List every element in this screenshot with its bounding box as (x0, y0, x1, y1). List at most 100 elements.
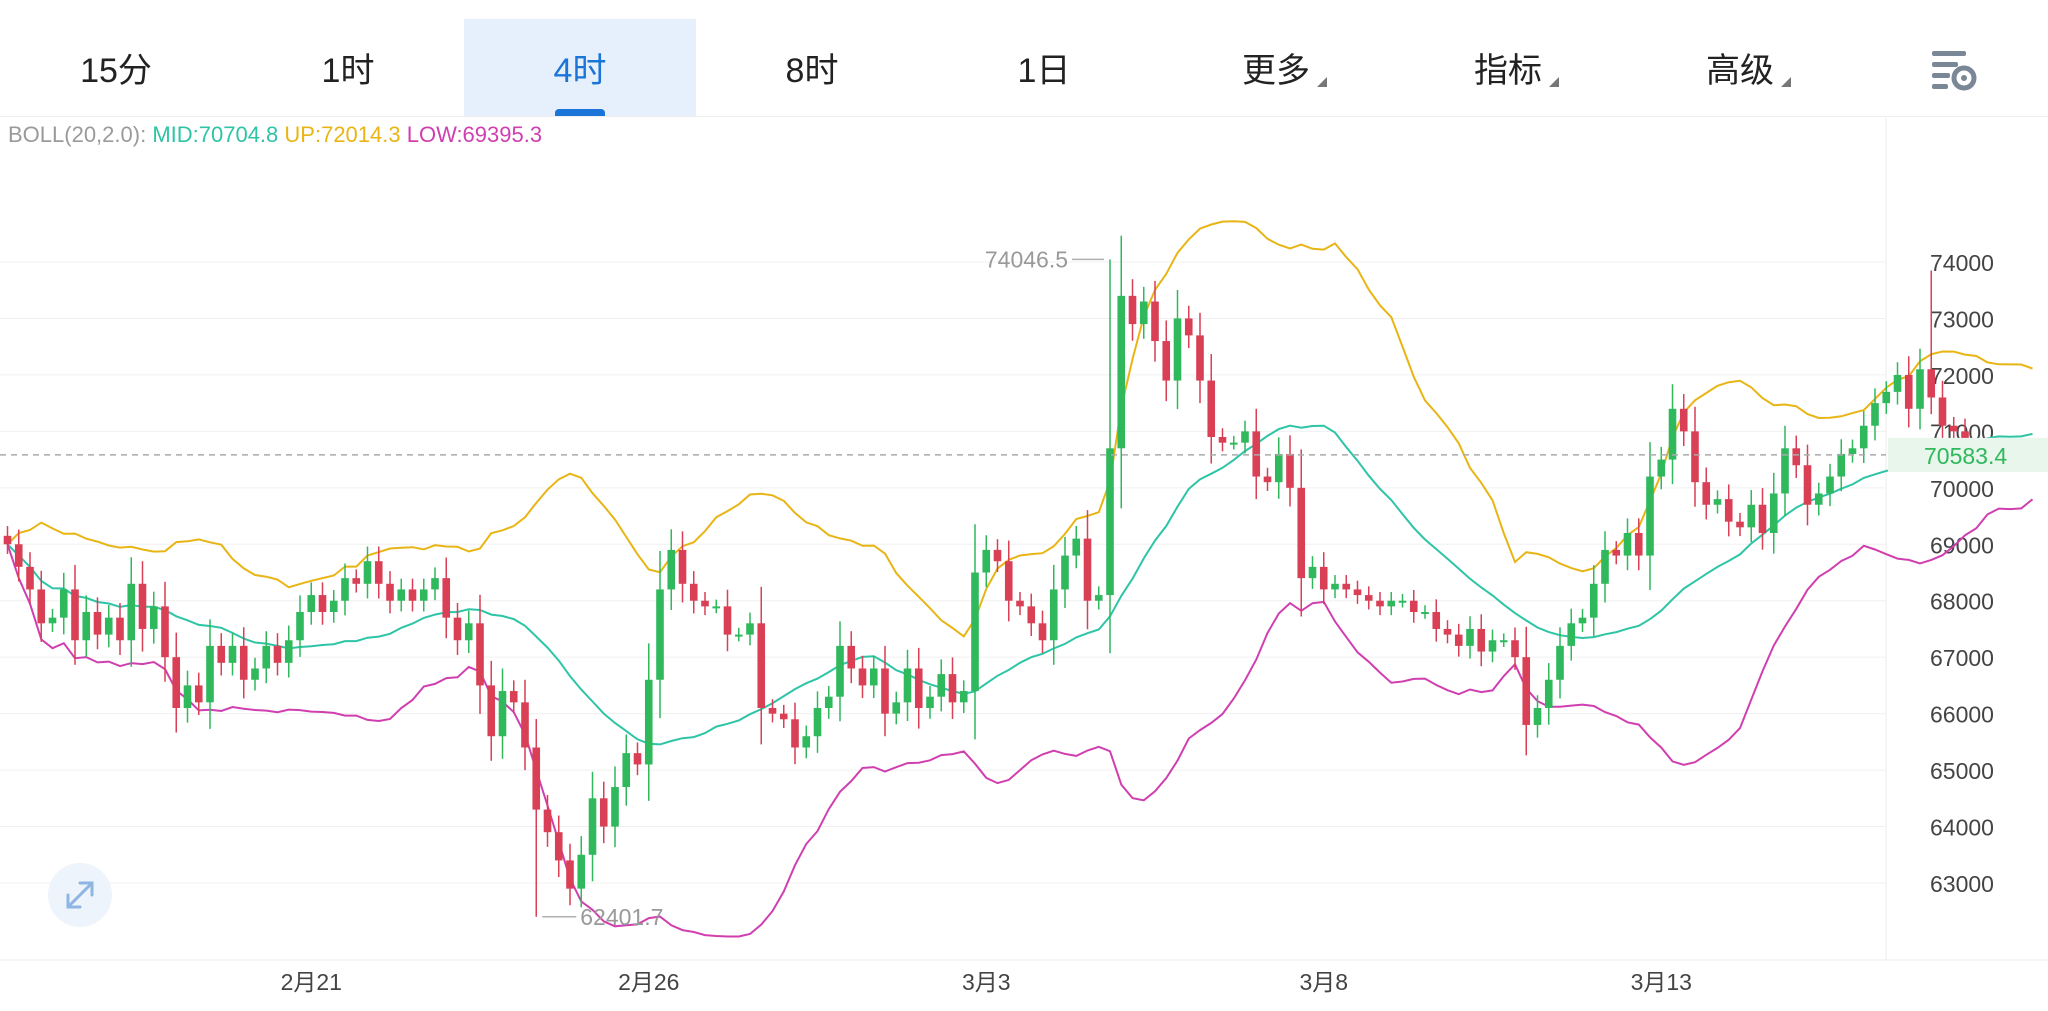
x-tick-label: 3月8 (1299, 969, 1348, 995)
candle-body (183, 685, 192, 708)
tab-label: 高级 (1706, 52, 1774, 90)
boll-low-value: LOW:69395.3 (406, 122, 543, 147)
candle-body (577, 854, 586, 889)
x-tick-label: 2月26 (618, 969, 679, 995)
candle-body (1466, 628, 1474, 646)
candle-body (1364, 595, 1373, 601)
candle-body (228, 645, 237, 663)
candle-body (1578, 617, 1587, 624)
candle-body (1049, 589, 1058, 641)
candle-body (1904, 374, 1913, 409)
candle-body (1241, 431, 1249, 443)
candle-body (622, 753, 631, 788)
candle-body (1871, 403, 1879, 426)
candle-body (1803, 465, 1812, 505)
candle-body (566, 860, 574, 889)
candle-body (599, 798, 608, 827)
candle-body (273, 645, 282, 663)
candle-body (914, 668, 923, 708)
candle-body (1533, 707, 1542, 725)
candle-body (1499, 640, 1508, 643)
tab-2[interactable]: 4时 (464, 19, 696, 116)
candle-body (14, 544, 23, 567)
tab-0[interactable]: 15分 (0, 19, 232, 116)
candle-body (1567, 623, 1576, 646)
candle-body (1106, 448, 1114, 596)
candle-body (48, 617, 57, 624)
tab-label: 1时 (321, 52, 375, 90)
candle-body (1691, 431, 1699, 483)
candle-body (1454, 634, 1463, 646)
candle-body (869, 668, 878, 686)
candle-body (1511, 640, 1519, 658)
tab-6[interactable]: 指标 (1392, 19, 1624, 116)
expand-chart-button[interactable] (48, 863, 112, 927)
timeframe-tabs: 15分 1时 4时 8时 1日 更多 指标 高级 (0, 0, 2048, 117)
candle-body (757, 623, 766, 708)
tab-3[interactable]: 8时 (696, 19, 928, 116)
candle-body (543, 809, 552, 833)
candle-body (723, 606, 732, 635)
tab-4[interactable]: 1日 (928, 19, 1160, 116)
expand-arrows-icon (66, 881, 94, 909)
candle-body (1949, 425, 1958, 432)
candle-body (1724, 499, 1733, 522)
candle-body (1184, 318, 1193, 336)
candle-body (2028, 453, 2037, 460)
candle-body (1713, 499, 1722, 505)
candle-body (341, 578, 349, 601)
candle-body (352, 578, 361, 584)
boll-mid-line (6, 424, 2033, 746)
candle-body (1004, 561, 1013, 601)
candle-body (1994, 453, 2003, 460)
candle-body (1263, 476, 1272, 483)
candle-body (1409, 600, 1418, 613)
dropdown-caret-icon (1317, 77, 1327, 87)
tab-7[interactable]: 高级 (1624, 19, 1856, 116)
candle-body (82, 612, 91, 641)
candle-body (206, 645, 214, 703)
chart-settings-icon[interactable] (1930, 45, 1978, 93)
candle-body (1983, 448, 1992, 460)
candle-body (948, 674, 957, 703)
y-tick-label: 65000 (1930, 758, 1994, 784)
y-tick-label: 74000 (1930, 250, 1994, 276)
candle-body (1882, 391, 1891, 404)
y-tick-label: 72000 (1930, 363, 1994, 389)
candle-body (1421, 612, 1429, 615)
y-tick-label: 68000 (1930, 589, 1994, 615)
candle-body (734, 634, 743, 637)
candle-body (532, 747, 541, 810)
candle-body (59, 589, 68, 618)
candle-body (1848, 448, 1857, 454)
candle-body (959, 691, 968, 703)
current-price-badge (1888, 437, 2048, 472)
candle-body (296, 612, 304, 641)
candle-body (374, 561, 383, 584)
candle-body (1274, 453, 1283, 483)
candle-body (498, 691, 507, 737)
tab-5[interactable]: 更多 (1160, 19, 1392, 116)
candle-body (1792, 448, 1801, 466)
candle-body (37, 589, 46, 624)
candle-body (1544, 679, 1553, 708)
tab-1[interactable]: 1时 (232, 19, 464, 116)
candle-body (824, 696, 833, 708)
tab-label: 15分 (80, 52, 152, 90)
candle-body (464, 623, 473, 641)
candle-body (1736, 521, 1744, 528)
candle-body (982, 549, 991, 573)
candle-body (1679, 408, 1688, 432)
candle-body (1376, 600, 1384, 607)
candle-body (318, 595, 327, 613)
candle-body (1758, 504, 1767, 533)
tab-label: 4时 (553, 52, 607, 90)
candle-body (1083, 538, 1092, 601)
candle-body (397, 589, 406, 601)
candle-body (689, 583, 698, 601)
candle-body (329, 600, 338, 613)
candle-body (1826, 476, 1834, 494)
candle-body (2017, 453, 2026, 460)
candle-body (93, 612, 102, 635)
